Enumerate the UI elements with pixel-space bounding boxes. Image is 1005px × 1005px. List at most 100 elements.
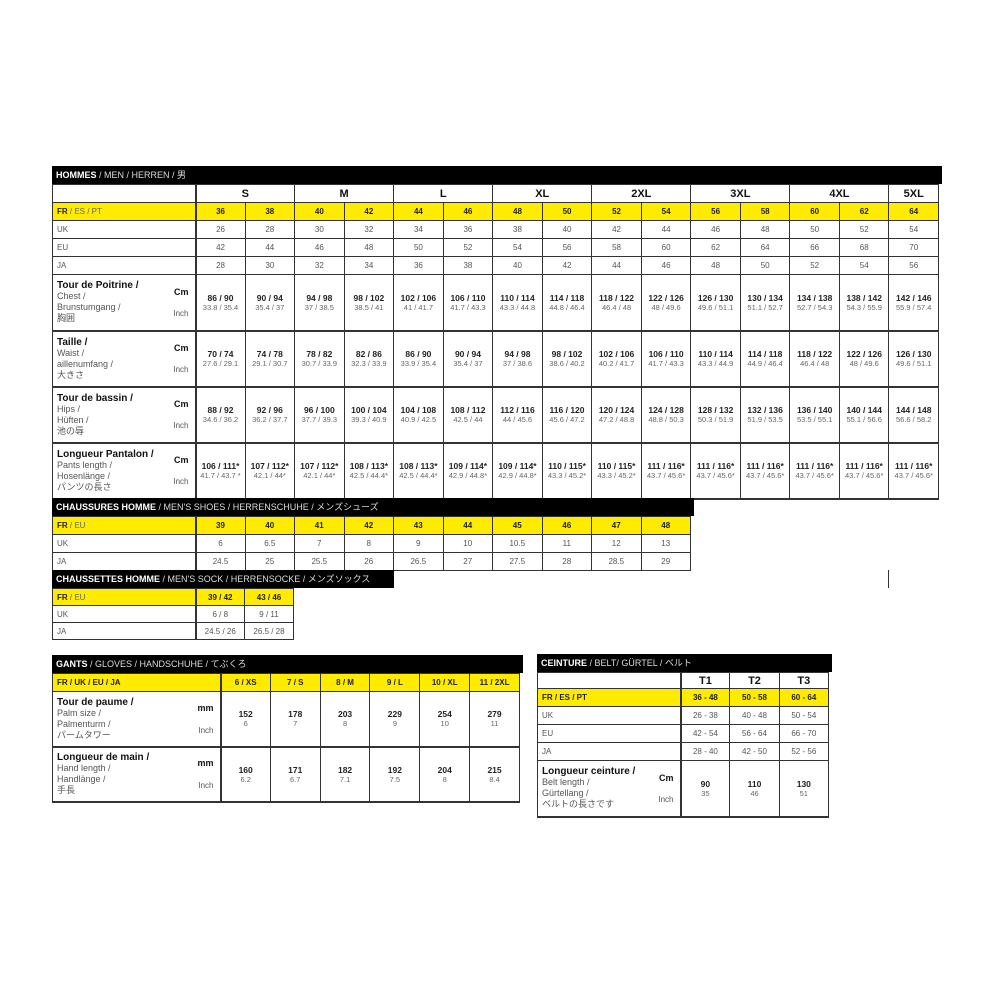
- measurement-value: 254 10: [419, 691, 471, 748]
- value-primary: 120 / 124: [598, 405, 635, 415]
- value-inch: 43.7 / 45.6*: [745, 471, 785, 480]
- measurement-value: 229 9: [369, 691, 421, 748]
- value-stack: 108 / 113* 42.5 / 44.4*: [395, 461, 443, 480]
- value-primary: 90: [700, 778, 711, 789]
- value-primary: 122 / 126: [648, 292, 684, 303]
- size-value: 50: [393, 238, 444, 257]
- value-stack: 106 / 110 41.7 / 43.3: [642, 349, 690, 368]
- measurement-label: Tour de paume / Palm size / Palmenturm / パー…: [52, 691, 222, 748]
- size-value: 42 - 54: [679, 724, 731, 743]
- value-primary: 104 / 108: [400, 405, 437, 415]
- size-value: 36: [393, 256, 444, 275]
- section-title-bold: CHAUSSURES HOMME: [56, 502, 157, 512]
- value-primary: 111 / 116*: [647, 461, 685, 471]
- row-label-bold: FR: [57, 592, 68, 602]
- value-inch: 41.7 / 43.3: [450, 302, 486, 312]
- shoes-size-table: CHAUSSURES HOMME / MEN'S SHOES / HERRENS…: [52, 498, 694, 571]
- value-stack: 114 / 118 44.8 / 46.4: [543, 293, 591, 312]
- section-title-bold: GANTS: [56, 659, 88, 669]
- measurement-name: Waist /: [57, 347, 85, 358]
- measurement-name: Pants length /: [57, 459, 113, 470]
- value-primary: 74 / 78: [256, 349, 283, 359]
- value-primary: 94 / 98: [504, 349, 531, 359]
- eu-row: EU 42 44 46 48 50 52 54 56 58 60 62 64 66 68 70: [52, 238, 939, 257]
- measurement-name: Gürtellang /: [542, 788, 589, 799]
- measurement-name: Hand length /: [57, 763, 111, 773]
- measurement-name: Longueur de main /: [57, 752, 150, 763]
- size-value: 34: [393, 220, 444, 239]
- size-value: 13: [640, 534, 691, 553]
- value-inch: 44 / 45.6: [502, 415, 533, 424]
- value-primary: 138 / 142: [846, 292, 882, 303]
- value-inch: 56.6 / 58.2: [896, 415, 932, 424]
- size-value: 28: [244, 220, 296, 239]
- section-title-bold: CEINTURE: [541, 658, 588, 668]
- value-stack: 106 / 111* 41.7 / 43.7 *: [197, 461, 245, 480]
- size-value: 26: [343, 552, 394, 571]
- value-stack: 96 / 100 37.7 / 39.3: [296, 405, 344, 424]
- measurement-value: 111 / 116* 43.7 / 45.6*: [739, 442, 791, 500]
- size-value: 48: [690, 256, 741, 275]
- size-value: 56: [690, 202, 741, 221]
- measurement-name: 胸囲: [57, 313, 76, 324]
- ja-row: JA 24.5 25 25.5 26 26.5 27 27.5 28 28.5 29: [52, 552, 691, 571]
- value-inch: 41.7 / 43.3: [648, 359, 684, 368]
- measurement-value: 178 7: [269, 691, 321, 748]
- unit-inch: Inch: [198, 725, 214, 735]
- value-stack: 90 / 94 35.4 / 37: [246, 293, 294, 312]
- value-stack: 109 / 114* 42.9 / 44.8*: [444, 461, 492, 480]
- value-stack: 108 / 113* 42.5 / 44.4*: [345, 461, 393, 480]
- value-inch: 46.4 / 48: [601, 302, 632, 312]
- row-label-bold: FR: [57, 521, 68, 530]
- value-primary: 134 / 138: [796, 292, 833, 303]
- measurement-value: 111 / 116* 43.7 / 45.6*: [789, 442, 840, 500]
- size-value: 44: [393, 202, 444, 221]
- value-inch: 39.3 / 40.9: [351, 415, 387, 424]
- value-primary: 126 / 130: [697, 292, 734, 303]
- value-primary: 136 / 140: [796, 405, 833, 415]
- value-inch: 6: [243, 719, 248, 729]
- value-stack: 144 / 148 56.6 / 58.2: [890, 405, 938, 424]
- value-primary: 160: [238, 764, 253, 775]
- size-value: 38: [442, 256, 494, 275]
- size-value: 9 / L: [369, 673, 421, 692]
- measurement-value: 90 / 94 35.4 / 37: [244, 274, 296, 332]
- measurement-value: 116 / 120 45.6 / 47.2: [541, 386, 593, 444]
- size-value: 48: [739, 220, 791, 239]
- value-primary: 110 / 114: [500, 292, 535, 303]
- unit-inch: Inch: [658, 795, 674, 804]
- size-value: 6.5: [244, 534, 295, 553]
- measurement-value: 109 / 114* 42.9 / 44.8*: [442, 442, 494, 500]
- value-primary: 111 / 116*: [895, 461, 933, 471]
- size-value: 46: [640, 256, 692, 275]
- size-value: 9 / 11: [244, 605, 294, 623]
- unit-inch: Inch: [173, 365, 189, 375]
- unit-inch: Inch: [173, 477, 189, 487]
- measurement-value: 108 / 112 42.5 / 44: [442, 386, 494, 444]
- row-label: JA: [52, 552, 197, 571]
- size-group-5xl: 5XL: [888, 184, 939, 203]
- size-value: 54: [492, 238, 543, 257]
- row-label: UK: [52, 534, 197, 553]
- size-value: 45: [492, 516, 543, 535]
- eu-row: EU 42 - 54 56 - 64 66 - 70: [537, 724, 829, 743]
- value-primary: 171: [288, 764, 303, 775]
- size-value: 54: [888, 220, 939, 239]
- measurement-names: Taille / Waist / aillenumfang / 大きさ: [57, 337, 113, 381]
- measurement-value: 160 6.2: [220, 746, 271, 803]
- measurement-name: Longueur Pantalon /: [57, 448, 154, 460]
- measurement-value: 74 / 78 29.1 / 30.7: [244, 330, 296, 388]
- size-value: 11: [541, 534, 592, 553]
- value-stack: 160 6.2: [222, 765, 270, 784]
- value-stack: 132 / 136 51.9 / 53.5: [741, 405, 789, 424]
- socks-size-table: CHAUSSETTES HOMME / MEN'S SOCK / HERRENS…: [52, 570, 394, 640]
- value-inch: 45.6 / 47.2: [549, 415, 585, 424]
- value-primary: 108 / 113*: [399, 461, 438, 471]
- value-inch: 50.3 / 51.9: [697, 415, 734, 424]
- size-value: 50: [541, 202, 593, 221]
- measurement-value: 134 / 138 52.7 / 54.3: [789, 274, 840, 332]
- value-stack: 134 / 138 52.7 / 54.3: [791, 292, 839, 312]
- measurement-units: Cm Inch: [173, 449, 193, 493]
- size-value: 29: [640, 552, 691, 571]
- measurement-units: mm Inch: [197, 697, 218, 741]
